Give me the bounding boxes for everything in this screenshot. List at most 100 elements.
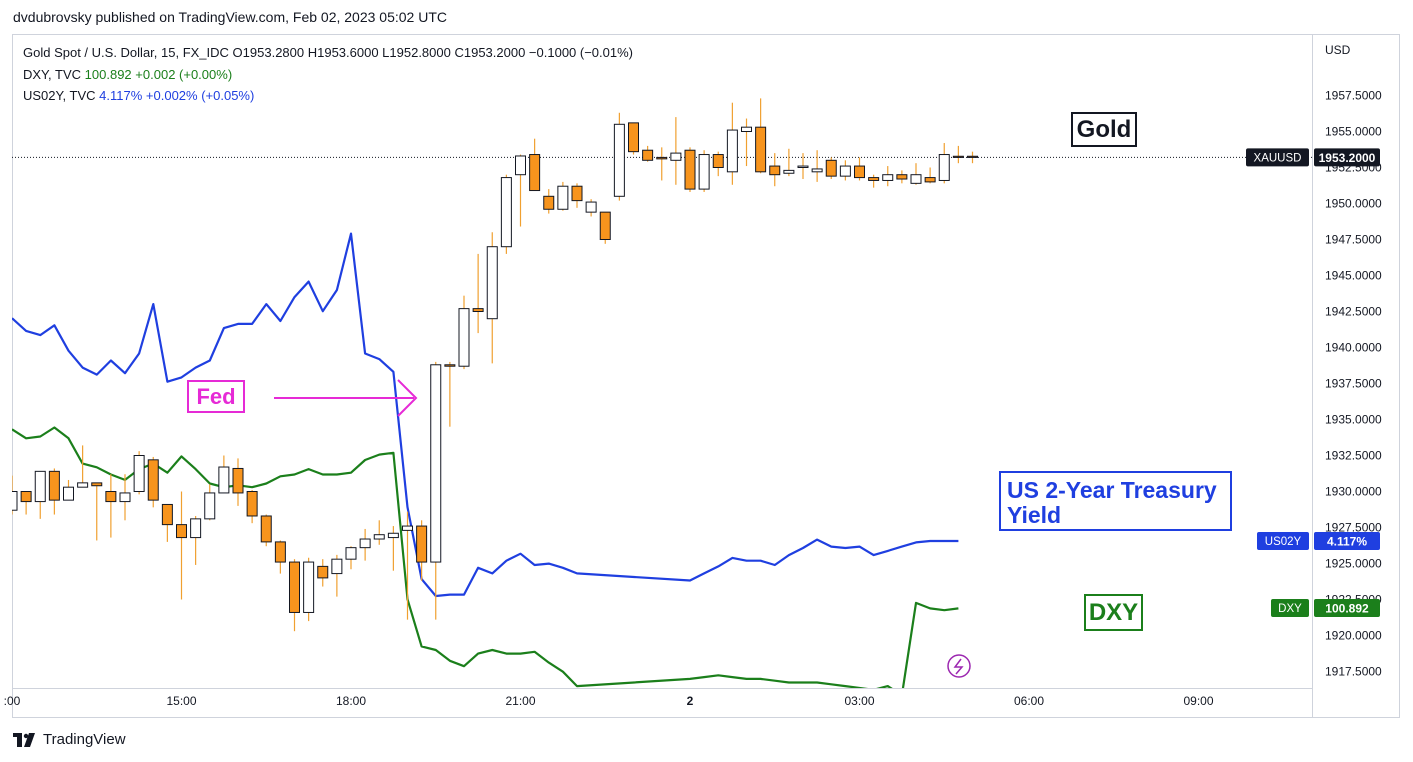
time-tick-label: 15:00 (166, 694, 196, 708)
us02y-line (12, 232, 959, 598)
dxy-price-tag-name: DXY (1278, 603, 1302, 615)
candle-body (769, 165, 781, 176)
candle-body (529, 154, 541, 192)
price-tick-label: 1920.0000 (1325, 629, 1382, 643)
candle-body (444, 364, 456, 367)
lightning-bolt-icon (953, 658, 964, 675)
candle-body (176, 524, 187, 539)
candle-body (63, 486, 74, 501)
time-tick-label: 18:00 (336, 694, 366, 708)
candle-body (147, 459, 159, 501)
price-axis-separator (1312, 34, 1313, 718)
candle-body (938, 154, 950, 181)
time-tick-label: :00 (4, 694, 21, 708)
candle-body (896, 174, 908, 180)
candle-body (91, 482, 103, 487)
candle-body (656, 156, 668, 160)
candle-body (48, 470, 60, 501)
price-axis-currency: USD (1325, 43, 1351, 57)
candle-body (133, 455, 145, 492)
candle-body (783, 169, 795, 174)
candle-body (387, 532, 399, 539)
chart-frame (12, 34, 1400, 718)
price-tick-label: 1947.5000 (1325, 233, 1382, 247)
candle-body (825, 159, 837, 177)
annotation-fed[interactable]: Fed (187, 380, 245, 413)
candle-body (670, 152, 682, 161)
annotation-gold[interactable]: Gold (1071, 112, 1137, 147)
annotation-us2y[interactable]: US 2-Year Treasury Yield (999, 471, 1232, 531)
candle-body (854, 165, 865, 179)
candle-body (515, 155, 526, 176)
candle-body (246, 491, 258, 517)
candle-body (77, 482, 89, 488)
price-tick-label: 1925.0000 (1325, 557, 1382, 571)
legend-gold-name: Gold Spot / U.S. Dollar, 15, FX_IDC (23, 45, 229, 60)
candle-body (34, 470, 46, 503)
candle-body (317, 565, 329, 579)
annotation-us2y-line2: Yield (1007, 502, 1062, 528)
legend-dxy[interactable]: DXY, TVC 100.892 +0.002 (+0.00%) (23, 67, 232, 82)
legend-us02y-name: US02Y, TVC (23, 88, 96, 103)
us02y-price-tag-name-box (1257, 532, 1309, 550)
candle-body (924, 177, 936, 183)
legend-us02y[interactable]: US02Y, TVC 4.117% +0.002% (+0.05%) (23, 88, 254, 103)
price-tick-label: 1930.0000 (1325, 485, 1382, 499)
candle-body (967, 155, 978, 158)
candle-body (839, 165, 851, 177)
candle-body (628, 122, 639, 153)
candle-body (698, 154, 710, 190)
candle-body (274, 541, 286, 563)
legend-dxy-change: +0.002 (+0.00%) (135, 67, 233, 82)
candle-body (458, 308, 470, 367)
candle-body (868, 177, 880, 181)
candle-body (204, 492, 216, 520)
candle-body (882, 174, 894, 181)
legend-dxy-value: 100.892 (84, 67, 132, 82)
time-tick-label: 21:00 (505, 694, 535, 708)
us02y-price-tag-value: 4.117% (1327, 535, 1367, 549)
price-tick-label: 1932.5000 (1325, 449, 1382, 463)
xauusd-price-tag-value-box (1314, 148, 1380, 167)
candle-body (642, 149, 654, 161)
candle-body (585, 201, 597, 213)
lightning-icon (947, 654, 971, 678)
candle-body (486, 246, 498, 320)
xauusd-price-tag-name-box (1246, 148, 1309, 167)
price-tick-label: 1940.0000 (1325, 341, 1382, 355)
candle-body (303, 561, 315, 613)
time-tick-label: 03:00 (844, 694, 874, 708)
candle-body (952, 155, 964, 158)
dxy-price-tag-value-box (1314, 599, 1380, 617)
price-tick-label: 1950.0000 (1325, 197, 1382, 211)
tradingview-brand[interactable]: TradingView (13, 731, 126, 748)
time-tick-label: 09:00 (1183, 694, 1213, 708)
us02y-price-tag-value-box (1314, 532, 1380, 550)
candle-body (190, 518, 202, 539)
candle-body (289, 561, 300, 613)
annotation-dxy[interactable]: DXY (1084, 594, 1143, 631)
candle-body (613, 123, 625, 197)
candle-body (373, 534, 385, 540)
candle-body (430, 364, 442, 563)
candle-body (712, 154, 724, 168)
candle-body (684, 149, 696, 190)
publisher-credit: dvdubrovsky published on TradingView.com… (13, 9, 447, 25)
xauusd-price-tag-name: XAUUSD (1254, 152, 1302, 164)
plot-area (12, 98, 1312, 688)
candle-body (331, 558, 343, 575)
price-tick-label: 1937.5000 (1325, 377, 1382, 391)
price-tick-label: 1955.0000 (1325, 125, 1382, 139)
candle-body (557, 185, 569, 210)
annotation-us2y-line1: US 2-Year Treasury (1007, 477, 1217, 503)
candle-body (416, 525, 428, 563)
dxy-price-tag-value: 100.892 (1325, 602, 1369, 616)
tradingview-brand-label: TradingView (43, 731, 126, 748)
candle-body (599, 211, 611, 240)
candle-body (755, 126, 767, 173)
legend-gold[interactable]: Gold Spot / U.S. Dollar, 15, FX_IDC O195… (23, 45, 633, 60)
time-tick-label: 2 (687, 694, 694, 708)
time-tick-label: 06:00 (1014, 694, 1044, 708)
xauusd-price-tag-value: 1953.2000 (1319, 151, 1376, 165)
